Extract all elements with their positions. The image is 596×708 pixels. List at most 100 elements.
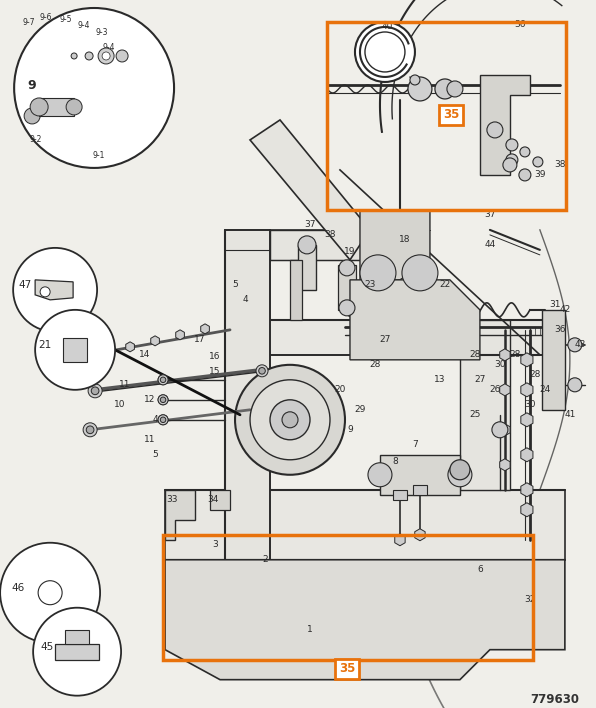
Text: 31: 31 bbox=[549, 300, 561, 309]
Text: 4: 4 bbox=[242, 295, 248, 304]
Bar bbox=[55, 644, 99, 660]
Text: 17: 17 bbox=[194, 336, 206, 344]
Circle shape bbox=[158, 395, 168, 405]
Polygon shape bbox=[521, 353, 533, 367]
Text: 28: 28 bbox=[469, 350, 480, 360]
Text: 38: 38 bbox=[324, 230, 336, 239]
Circle shape bbox=[447, 81, 463, 97]
Circle shape bbox=[13, 248, 97, 332]
Text: 779630: 779630 bbox=[530, 693, 579, 706]
Text: 36: 36 bbox=[514, 21, 526, 30]
Text: 28: 28 bbox=[529, 370, 541, 379]
Text: 13: 13 bbox=[434, 375, 446, 384]
Polygon shape bbox=[499, 424, 510, 436]
Text: 9-6: 9-6 bbox=[40, 13, 52, 23]
Circle shape bbox=[298, 236, 316, 254]
Text: 19: 19 bbox=[344, 247, 356, 256]
Circle shape bbox=[259, 367, 265, 374]
Polygon shape bbox=[395, 534, 405, 546]
Polygon shape bbox=[54, 646, 64, 658]
Bar bbox=[225, 320, 560, 355]
Polygon shape bbox=[521, 447, 533, 462]
Text: 9: 9 bbox=[347, 426, 353, 434]
Text: 28: 28 bbox=[370, 360, 381, 370]
Text: 35: 35 bbox=[443, 108, 459, 122]
Text: 22: 22 bbox=[439, 280, 451, 290]
Polygon shape bbox=[521, 503, 533, 517]
Circle shape bbox=[84, 351, 92, 359]
Circle shape bbox=[30, 98, 48, 116]
Circle shape bbox=[355, 22, 415, 82]
Text: 24: 24 bbox=[539, 385, 551, 394]
Text: 6: 6 bbox=[477, 565, 483, 574]
Circle shape bbox=[368, 463, 392, 487]
Circle shape bbox=[270, 400, 310, 440]
Text: 9-4: 9-4 bbox=[103, 43, 116, 52]
Text: 43: 43 bbox=[574, 341, 585, 349]
Text: 5: 5 bbox=[232, 280, 238, 290]
Bar bbox=[460, 320, 510, 490]
Circle shape bbox=[38, 581, 62, 605]
Text: 34: 34 bbox=[207, 496, 219, 504]
Text: 9-1: 9-1 bbox=[93, 152, 105, 161]
Text: 27: 27 bbox=[474, 375, 486, 384]
Circle shape bbox=[365, 32, 405, 72]
Text: 30: 30 bbox=[524, 400, 536, 409]
Text: 2: 2 bbox=[262, 555, 268, 564]
Polygon shape bbox=[521, 483, 533, 497]
Circle shape bbox=[0, 543, 100, 643]
Text: 33: 33 bbox=[166, 496, 178, 504]
Bar bbox=[39, 98, 74, 116]
Text: 9-5: 9-5 bbox=[60, 16, 72, 25]
Polygon shape bbox=[151, 336, 159, 346]
Circle shape bbox=[158, 415, 168, 425]
Polygon shape bbox=[542, 310, 565, 410]
Text: 12: 12 bbox=[144, 395, 156, 404]
Circle shape bbox=[88, 384, 102, 398]
Circle shape bbox=[520, 147, 530, 157]
Polygon shape bbox=[480, 75, 530, 175]
Text: 14: 14 bbox=[139, 350, 151, 360]
Text: 39: 39 bbox=[534, 171, 545, 179]
Polygon shape bbox=[29, 568, 72, 617]
Text: 9-2: 9-2 bbox=[30, 135, 42, 144]
Polygon shape bbox=[250, 120, 370, 260]
Polygon shape bbox=[499, 349, 510, 361]
Circle shape bbox=[408, 77, 432, 101]
Polygon shape bbox=[176, 330, 184, 340]
Circle shape bbox=[160, 417, 166, 423]
Bar bbox=[378, 255, 420, 290]
Circle shape bbox=[568, 378, 582, 392]
Circle shape bbox=[158, 395, 168, 405]
Text: 15: 15 bbox=[209, 367, 221, 377]
Text: 9-3: 9-3 bbox=[96, 28, 108, 38]
Circle shape bbox=[160, 397, 166, 403]
Polygon shape bbox=[350, 280, 480, 360]
Circle shape bbox=[160, 377, 166, 382]
Polygon shape bbox=[499, 459, 510, 471]
Circle shape bbox=[282, 412, 298, 428]
Polygon shape bbox=[415, 529, 425, 541]
Text: 9-7: 9-7 bbox=[23, 18, 35, 28]
Bar bbox=[327, 22, 566, 210]
Circle shape bbox=[256, 365, 268, 377]
Circle shape bbox=[450, 459, 470, 480]
Text: 20: 20 bbox=[334, 385, 346, 394]
Circle shape bbox=[158, 375, 168, 385]
Circle shape bbox=[85, 52, 93, 60]
Text: 3: 3 bbox=[212, 540, 218, 549]
Polygon shape bbox=[210, 490, 230, 510]
Circle shape bbox=[40, 287, 50, 297]
Bar bbox=[380, 455, 460, 495]
Circle shape bbox=[158, 415, 168, 425]
Text: 32: 32 bbox=[524, 595, 536, 604]
Bar bbox=[338, 265, 356, 310]
Bar bbox=[270, 230, 400, 260]
Circle shape bbox=[35, 310, 115, 390]
Polygon shape bbox=[90, 646, 100, 658]
Circle shape bbox=[410, 75, 420, 85]
Text: 28: 28 bbox=[509, 350, 520, 360]
Circle shape bbox=[71, 53, 77, 59]
Polygon shape bbox=[521, 383, 533, 396]
Polygon shape bbox=[165, 490, 195, 539]
